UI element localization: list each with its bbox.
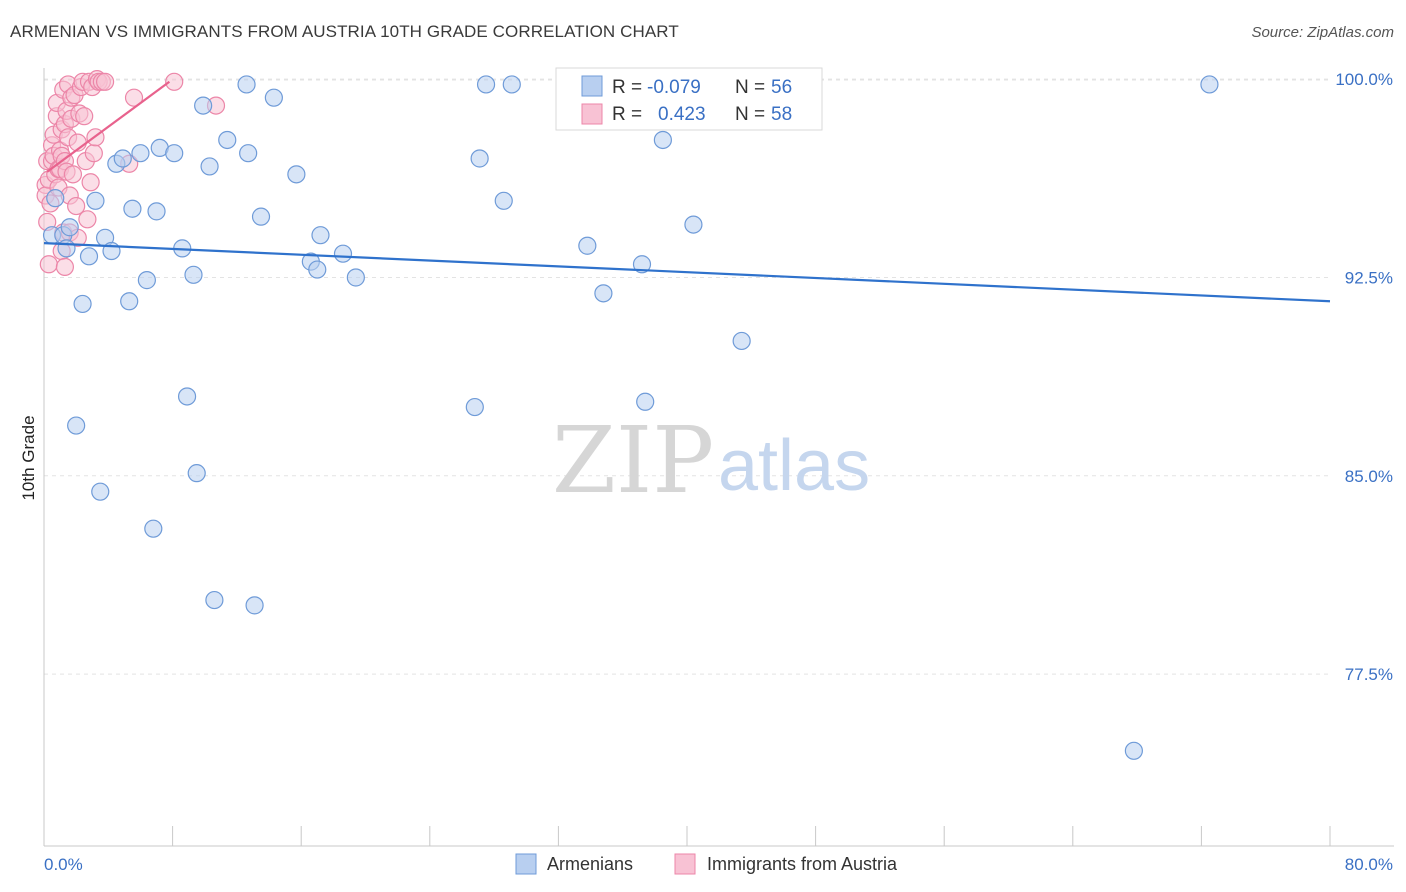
series-legend: Armenians Immigrants from Austria [515,853,898,875]
point-blue-28 [205,590,224,610]
point-pink-44 [78,210,97,229]
point-blue-15 [123,199,142,218]
point-blue-48 [594,284,613,303]
point-blue-31 [239,144,258,163]
y-tick-label-1: 92.5% [1345,268,1393,287]
y-tick-labels: 100.0% 92.5% 85.0% 77.5% [1335,70,1393,684]
y-tick-label-2: 85.0% [1345,467,1393,486]
y-tick-label-0: 100.0% [1335,70,1393,89]
y-axis-title: 10th Grade [19,415,38,500]
point-blue-33 [251,207,271,226]
trend-line-armenians [43,242,1331,303]
point-blue-39 [333,244,353,263]
legend-r-label-blue: R = [612,77,642,98]
point-blue-47 [578,236,597,255]
point-pink-46 [81,173,100,192]
point-blue-25 [187,464,206,483]
x-tick-labels: 0.0% 80.0% [44,855,1393,874]
point-blue-52 [684,215,703,234]
point-blue-26 [194,96,213,115]
x-tick-label-1: 80.0% [1345,855,1393,874]
point-blue-23 [177,387,197,406]
y-tick-label-3: 77.5% [1345,665,1393,684]
point-pink-55 [124,88,144,107]
legend-swatch-blue [581,75,603,97]
legend-n-label-blue: N = [735,77,765,98]
point-blue-49 [632,255,652,274]
point-blue-51 [653,130,672,150]
point-blue-50 [636,392,655,411]
legend-r-value-pink: 0.423 [658,104,706,125]
point-blue-21 [165,144,184,163]
point-blue-35 [287,165,306,184]
legend-n-value-pink: 58 [771,104,792,125]
point-blue-34 [264,88,283,107]
point-blue-29 [218,130,237,150]
gridlines [44,78,1330,675]
watermark-atlas: atlas [718,426,870,506]
point-blue-8 [86,191,105,210]
point-blue-41 [465,397,484,417]
legend-swatch-armenians [515,853,537,875]
series-immigrants-from-austria [36,70,226,276]
point-blue-37 [308,260,327,279]
point-blue-27 [200,157,219,176]
point-blue-38 [311,226,330,245]
legend-r-value-blue: -0.079 [647,77,701,98]
point-blue-53 [732,331,751,351]
source-label: Source: ZipAtlas.com [1251,24,1394,41]
point-blue-54 [1124,741,1143,760]
point-blue-40 [346,268,365,287]
point-pink-42 [75,107,94,126]
series-armenians [42,75,1219,760]
point-blue-45 [502,75,521,94]
point-pink-56 [165,72,184,91]
point-blue-4 [60,218,79,237]
point-blue-55 [1200,75,1219,94]
point-blue-17 [137,271,156,290]
point-pink-34 [63,165,83,184]
watermark: ZIP atlas [552,407,870,514]
watermark-zip: ZIP [552,407,714,514]
x-tick-label-0: 0.0% [44,855,83,874]
point-blue-43 [476,75,496,94]
point-blue-19 [147,202,166,221]
trend-line-austria [46,80,171,173]
trend-lines [43,80,1331,303]
legend-n-label-pink: N = [735,104,765,125]
point-blue-3 [57,239,76,258]
legend-label-armenians: Armenians [547,854,633,874]
point-pink-4 [39,255,58,274]
point-blue-14 [120,292,139,311]
point-blue-13 [113,149,132,168]
point-blue-9 [91,482,110,501]
point-blue-30 [237,75,256,94]
point-blue-18 [144,519,163,538]
point-blue-6 [73,294,92,314]
chart-title: ARMENIAN VS IMMIGRANTS FROM AUSTRIA 10TH… [10,22,679,41]
point-pink-25 [55,257,74,276]
legend-label-austria: Immigrants from Austria [707,854,898,874]
legend-swatch-austria [674,853,696,875]
stats-legend: R = -0.079 N = 56 R = 0.423 N = 58 [555,67,823,131]
point-pink-53 [95,72,115,91]
point-blue-44 [494,191,513,210]
point-blue-42 [470,149,489,168]
point-pink-48 [84,144,103,163]
point-blue-7 [79,247,99,266]
point-blue-32 [245,596,264,615]
point-blue-1 [46,189,65,208]
legend-n-value-blue: 56 [771,77,792,98]
legend-r-label-pink: R = [612,104,642,125]
legend-swatch-pink [581,103,603,125]
point-pink-36 [67,196,86,216]
point-blue-5 [67,416,86,435]
point-blue-24 [184,265,203,284]
point-blue-16 [131,144,150,163]
